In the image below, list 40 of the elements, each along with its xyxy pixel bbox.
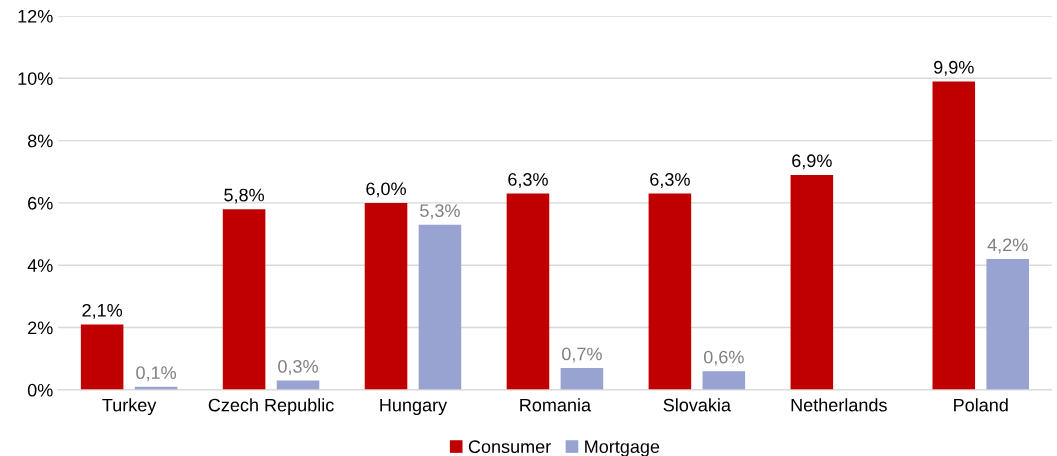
data-label: 0,7%	[562, 347, 602, 363]
y-tick-label: 10%	[18, 72, 53, 85]
data-label: 6,9%	[792, 154, 832, 170]
bar	[560, 368, 604, 390]
y-tick-label: 0%	[27, 383, 53, 397]
y-tick-label: 4%	[27, 259, 53, 272]
bar	[222, 209, 266, 390]
x-tick-label: Netherlands	[791, 398, 887, 412]
data-label: 6,3%	[650, 173, 690, 188]
data-label: 9,9%	[934, 60, 974, 76]
bar	[364, 202, 408, 390]
bar	[418, 224, 462, 390]
bar	[506, 193, 550, 390]
data-label: 2,1%	[82, 303, 123, 319]
x-tick-label: Czech Republic	[208, 398, 334, 416]
bar	[932, 81, 976, 390]
bar	[790, 174, 834, 390]
x-tick-label: Hungary	[380, 398, 448, 416]
data-label: 5,8%	[224, 188, 265, 204]
data-label: 0,6%	[703, 350, 744, 366]
data-label: 5,3%	[420, 204, 460, 220]
data-label: 4,2%	[987, 238, 1028, 254]
x-tick-label: Romania	[520, 398, 592, 412]
y-tick-label: 12%	[18, 9, 53, 23]
legend-label: Mortgage	[585, 440, 660, 456]
data-label: 6,3%	[508, 173, 548, 188]
data-label: 0,1%	[136, 366, 177, 382]
y-tick-label: 8%	[27, 134, 53, 148]
bar	[702, 371, 746, 390]
data-label: 0,3%	[278, 360, 318, 375]
x-tick-label: Slovakia	[663, 398, 731, 412]
bar	[986, 259, 1029, 390]
x-tick-label: Turkey	[102, 398, 157, 416]
bar	[648, 193, 692, 390]
legend-label: Consumer	[468, 440, 551, 454]
y-tick-label: 6%	[28, 196, 53, 210]
data-label: 6,0%	[366, 182, 406, 198]
y-tick-label: 2%	[28, 321, 53, 335]
bar	[80, 324, 124, 390]
x-tick-label: Poland	[954, 398, 1008, 412]
